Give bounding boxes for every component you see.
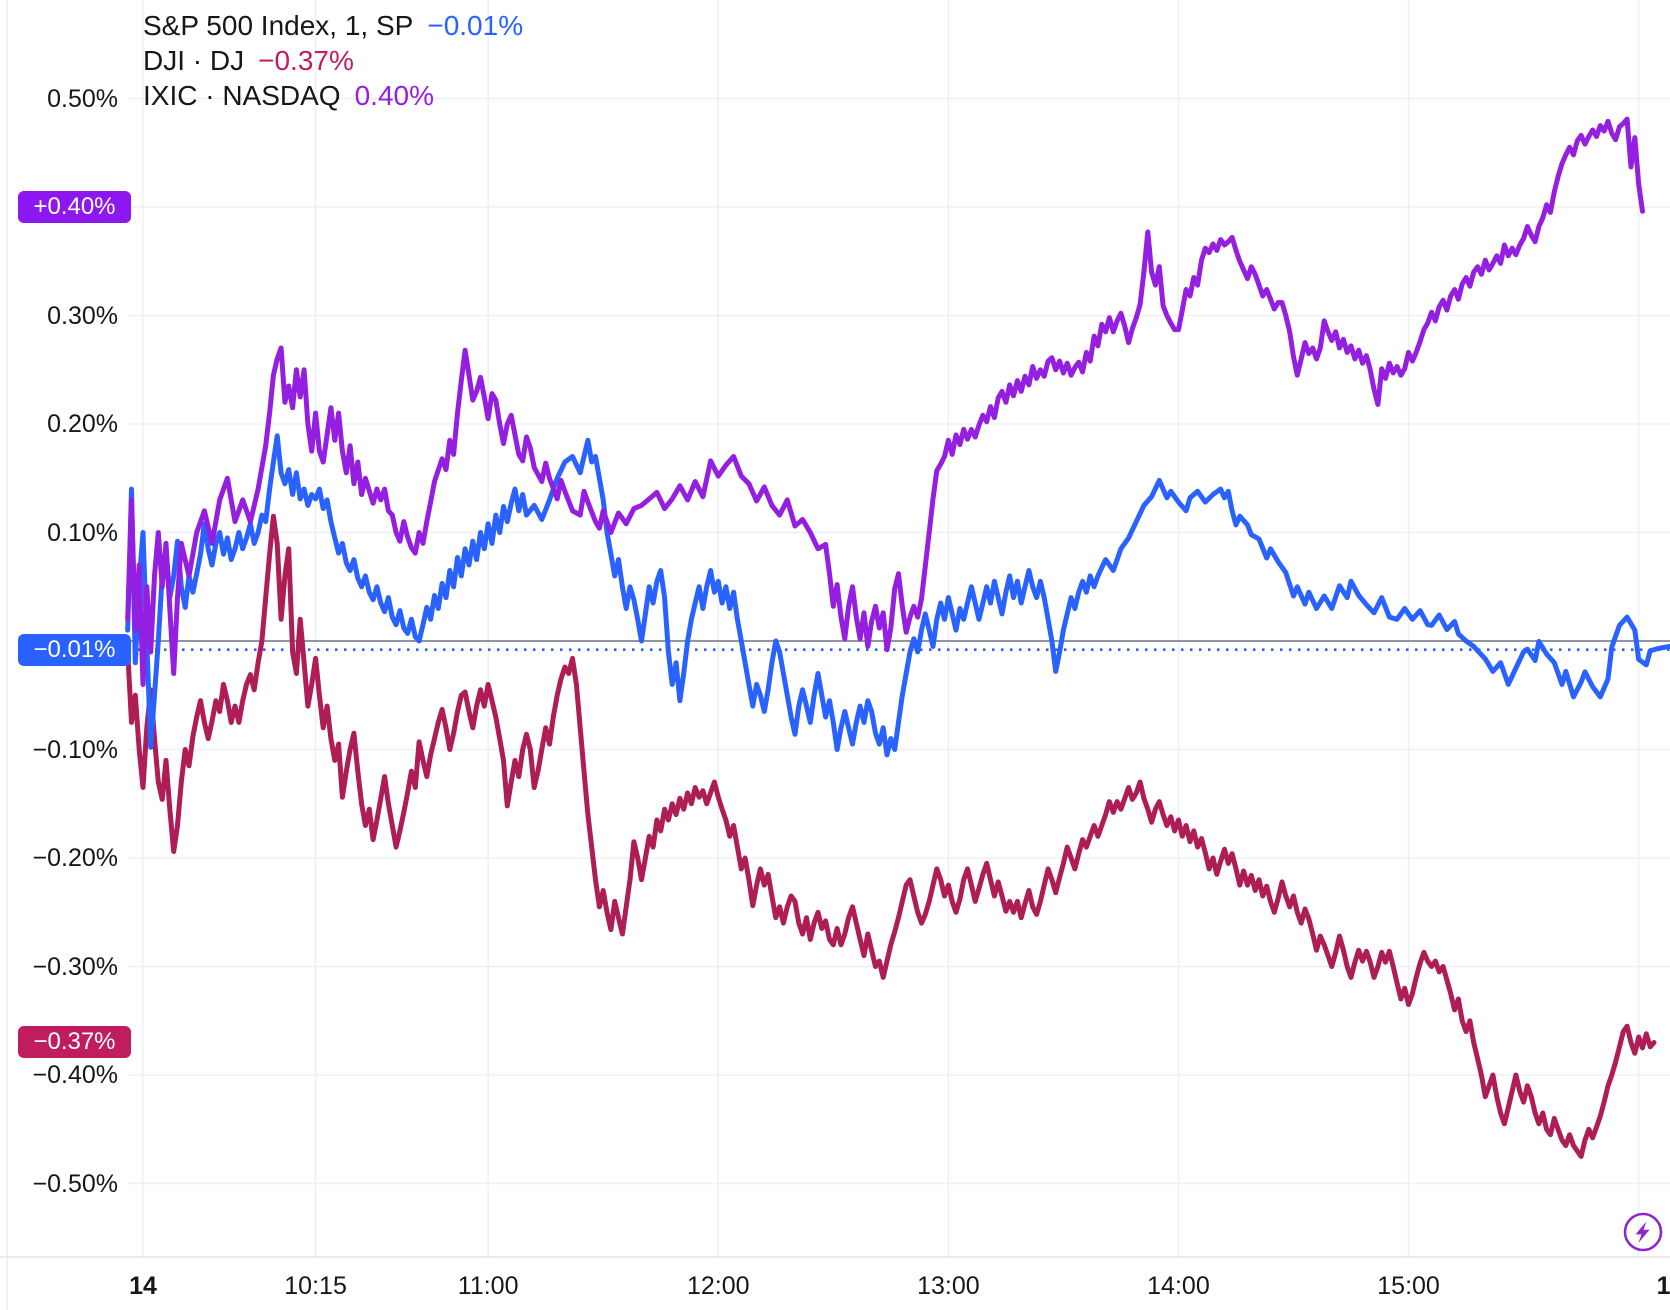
legend-change-value: 0.40% (354, 80, 434, 111)
time-axis-label: 14 (129, 1272, 157, 1300)
price-axis-label: −0.30% (32, 952, 119, 981)
legend-change-value: −0.01% (427, 10, 524, 41)
legend-item-ixic[interactable]: IXIC · NASDAQ 0.40% (143, 78, 523, 113)
time-axis-label: 11:00 (457, 1272, 519, 1300)
time-axis-label: 1 (1656, 1272, 1670, 1300)
price-axis-label: −0.10% (32, 735, 119, 764)
legend-symbol-label: DJI · DJ (143, 45, 245, 76)
time-axis-label: 12:00 (686, 1272, 750, 1300)
legend-change-value: −0.37% (258, 45, 354, 76)
time-axis-label: 14:00 (1147, 1272, 1210, 1300)
legend-symbol-label: S&P 500 Index, 1, SP (143, 10, 414, 41)
price-badge-dji: −0.37% (18, 1026, 131, 1059)
price-badge-nasdaq: +0.40% (18, 191, 131, 223)
price-axis-label: −0.40% (32, 1061, 119, 1089)
series-line-s-p-500-index (125, 433, 1670, 758)
legend: S&P 500 Index, 1, SP −0.01% DJI · DJ −0.37… (143, 8, 523, 113)
time-axis-label: 10:15 (284, 1272, 347, 1300)
legend-symbol-label: IXIC · NASDAQ (143, 80, 341, 111)
time-axis-label: 13:00 (917, 1272, 980, 1300)
price-axis-label: 0.50% (47, 84, 118, 113)
price-axis-label: −0.20% (32, 844, 119, 872)
price-axis-label: 0.10% (47, 518, 118, 547)
legend-item-sp500[interactable]: S&P 500 Index, 1, SP −0.01% (143, 8, 523, 43)
price-axis-label: −0.50% (32, 1169, 119, 1198)
price-axis-label: 0.30% (47, 301, 118, 330)
price-badge-sp500: −0.01% (18, 633, 131, 666)
time-axis-label: 15:00 (1377, 1272, 1440, 1300)
series-line-ixic-nasdaq (125, 116, 1645, 687)
realtime-flash-icon[interactable] (1622, 1211, 1664, 1253)
series-line-dji-dj (125, 513, 1657, 1159)
price-axis-label: 0.20% (47, 410, 118, 438)
legend-item-dji[interactable]: DJI · DJ −0.37% (143, 43, 523, 78)
